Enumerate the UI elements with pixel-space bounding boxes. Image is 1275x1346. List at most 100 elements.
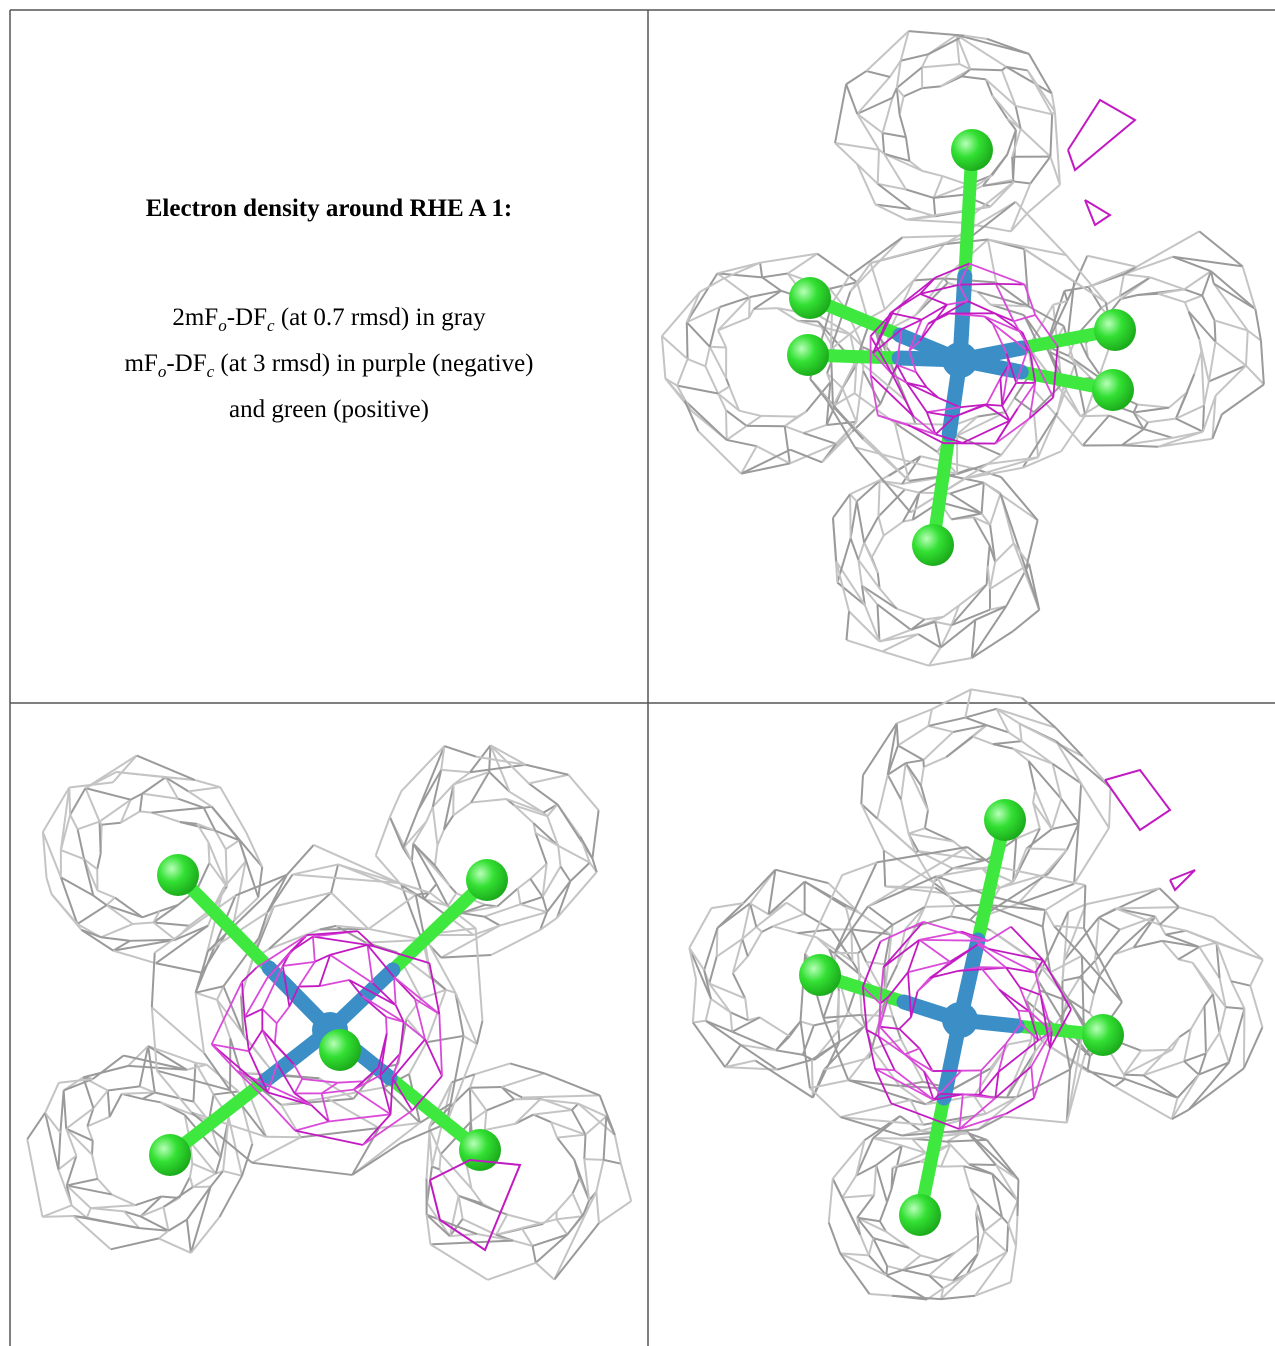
density-mesh: [1231, 981, 1244, 1009]
density-mesh: [220, 1176, 243, 1217]
caption-line: and green (positive): [10, 391, 648, 429]
text-run: 2mF: [172, 304, 218, 331]
density-mesh: [1056, 741, 1110, 787]
density-mesh: [886, 1270, 902, 1275]
density-mesh: [1204, 994, 1212, 1006]
density-mesh: [122, 1093, 155, 1094]
density-mesh: [909, 474, 957, 481]
density-mesh: [1122, 445, 1158, 447]
difference-mesh: [319, 980, 349, 986]
atom: [157, 854, 199, 896]
difference-blip: [1068, 100, 1135, 170]
density-mesh: [857, 77, 890, 114]
density-mesh: [69, 788, 70, 815]
density-mesh: [427, 1215, 431, 1245]
density-mesh: [929, 658, 972, 666]
density-mesh: [536, 1263, 554, 1280]
density-mesh: [953, 860, 987, 869]
density-mesh: [1219, 1033, 1229, 1062]
density-mesh: [984, 1231, 1007, 1252]
density-mesh: [817, 254, 857, 283]
density-mesh: [475, 1063, 510, 1074]
density-mesh: [861, 775, 863, 804]
density-mesh: [141, 1207, 164, 1216]
density-mesh: [159, 1238, 191, 1253]
density-mesh: [500, 912, 547, 925]
atom: [149, 1134, 191, 1176]
density-mesh: [70, 788, 85, 815]
density-mesh: [921, 1255, 939, 1260]
density-mesh: [168, 1220, 186, 1231]
difference-mesh: [919, 932, 961, 940]
density-mesh: [969, 1164, 996, 1165]
density-mesh: [301, 1128, 379, 1137]
difference-mesh: [299, 962, 315, 987]
density-mesh: [107, 898, 115, 906]
density-mesh: [113, 951, 156, 964]
density-mesh: [507, 1215, 543, 1224]
density-mesh: [1003, 1116, 1067, 1122]
density-mesh: [220, 787, 246, 832]
density-mesh: [1002, 1217, 1008, 1224]
difference-mesh: [330, 955, 373, 983]
density-mesh: [700, 279, 724, 292]
density-mesh: [1209, 366, 1246, 382]
caption: Electron density around RHE A 1: 2mFo-DF…: [10, 195, 648, 429]
density-mesh: [1008, 1224, 1016, 1246]
density-mesh: [1137, 231, 1200, 266]
density-mesh: [897, 709, 932, 723]
density-mesh: [1052, 823, 1079, 829]
density-mesh: [1150, 277, 1184, 289]
density-mesh: [101, 937, 130, 941]
density-mesh: [965, 709, 996, 718]
density-mesh: [488, 1263, 536, 1280]
difference-blip: [1105, 770, 1170, 830]
density-mesh: [950, 494, 981, 514]
density-mesh: [1012, 157, 1013, 180]
density-mesh: [1215, 342, 1245, 366]
difference-mesh: [393, 1039, 425, 1078]
density-mesh: [1082, 956, 1084, 1027]
density-mesh: [878, 517, 883, 536]
difference-mesh: [349, 980, 362, 996]
density-mesh: [966, 1131, 1018, 1180]
text-run: and green (positive): [229, 396, 429, 423]
density-mesh: [687, 322, 710, 347]
density-mesh: [693, 979, 696, 1022]
density-mesh: [1008, 1040, 1031, 1044]
density-mesh: [1043, 910, 1046, 926]
density-mesh: [101, 924, 133, 937]
caption-title: Electron density around RHE A 1:: [10, 195, 648, 223]
density-mesh: [857, 114, 882, 133]
density-mesh: [726, 410, 727, 440]
density-mesh: [857, 501, 864, 542]
difference-mesh: [905, 1054, 924, 1071]
density-mesh: [485, 1124, 515, 1130]
density-mesh: [840, 1100, 910, 1117]
density-mesh: [1017, 1070, 1070, 1098]
difference-mesh: [996, 284, 1025, 285]
density-mesh: [877, 604, 911, 629]
density-mesh: [1020, 724, 1022, 741]
atom: [789, 277, 831, 319]
density-mesh: [705, 366, 718, 393]
density-mesh: [1088, 267, 1136, 287]
density-mesh: [685, 400, 727, 440]
density-mesh: [925, 810, 928, 828]
density-mesh: [1079, 783, 1081, 823]
difference-mesh: [262, 1009, 276, 1023]
density-mesh: [951, 916, 970, 920]
density-mesh: [878, 481, 879, 517]
density-mesh: [69, 782, 113, 787]
density-mesh: [152, 953, 155, 1008]
density-mesh: [152, 813, 180, 822]
density-mesh: [1166, 931, 1186, 935]
density-mesh: [533, 1115, 551, 1123]
density-mesh: [1226, 1007, 1245, 1009]
density-mesh: [662, 336, 688, 359]
density-mesh: [934, 198, 936, 216]
density-mesh: [570, 863, 589, 882]
density-mesh: [471, 799, 506, 802]
difference-mesh: [439, 1014, 442, 1076]
density-mesh: [435, 845, 438, 865]
